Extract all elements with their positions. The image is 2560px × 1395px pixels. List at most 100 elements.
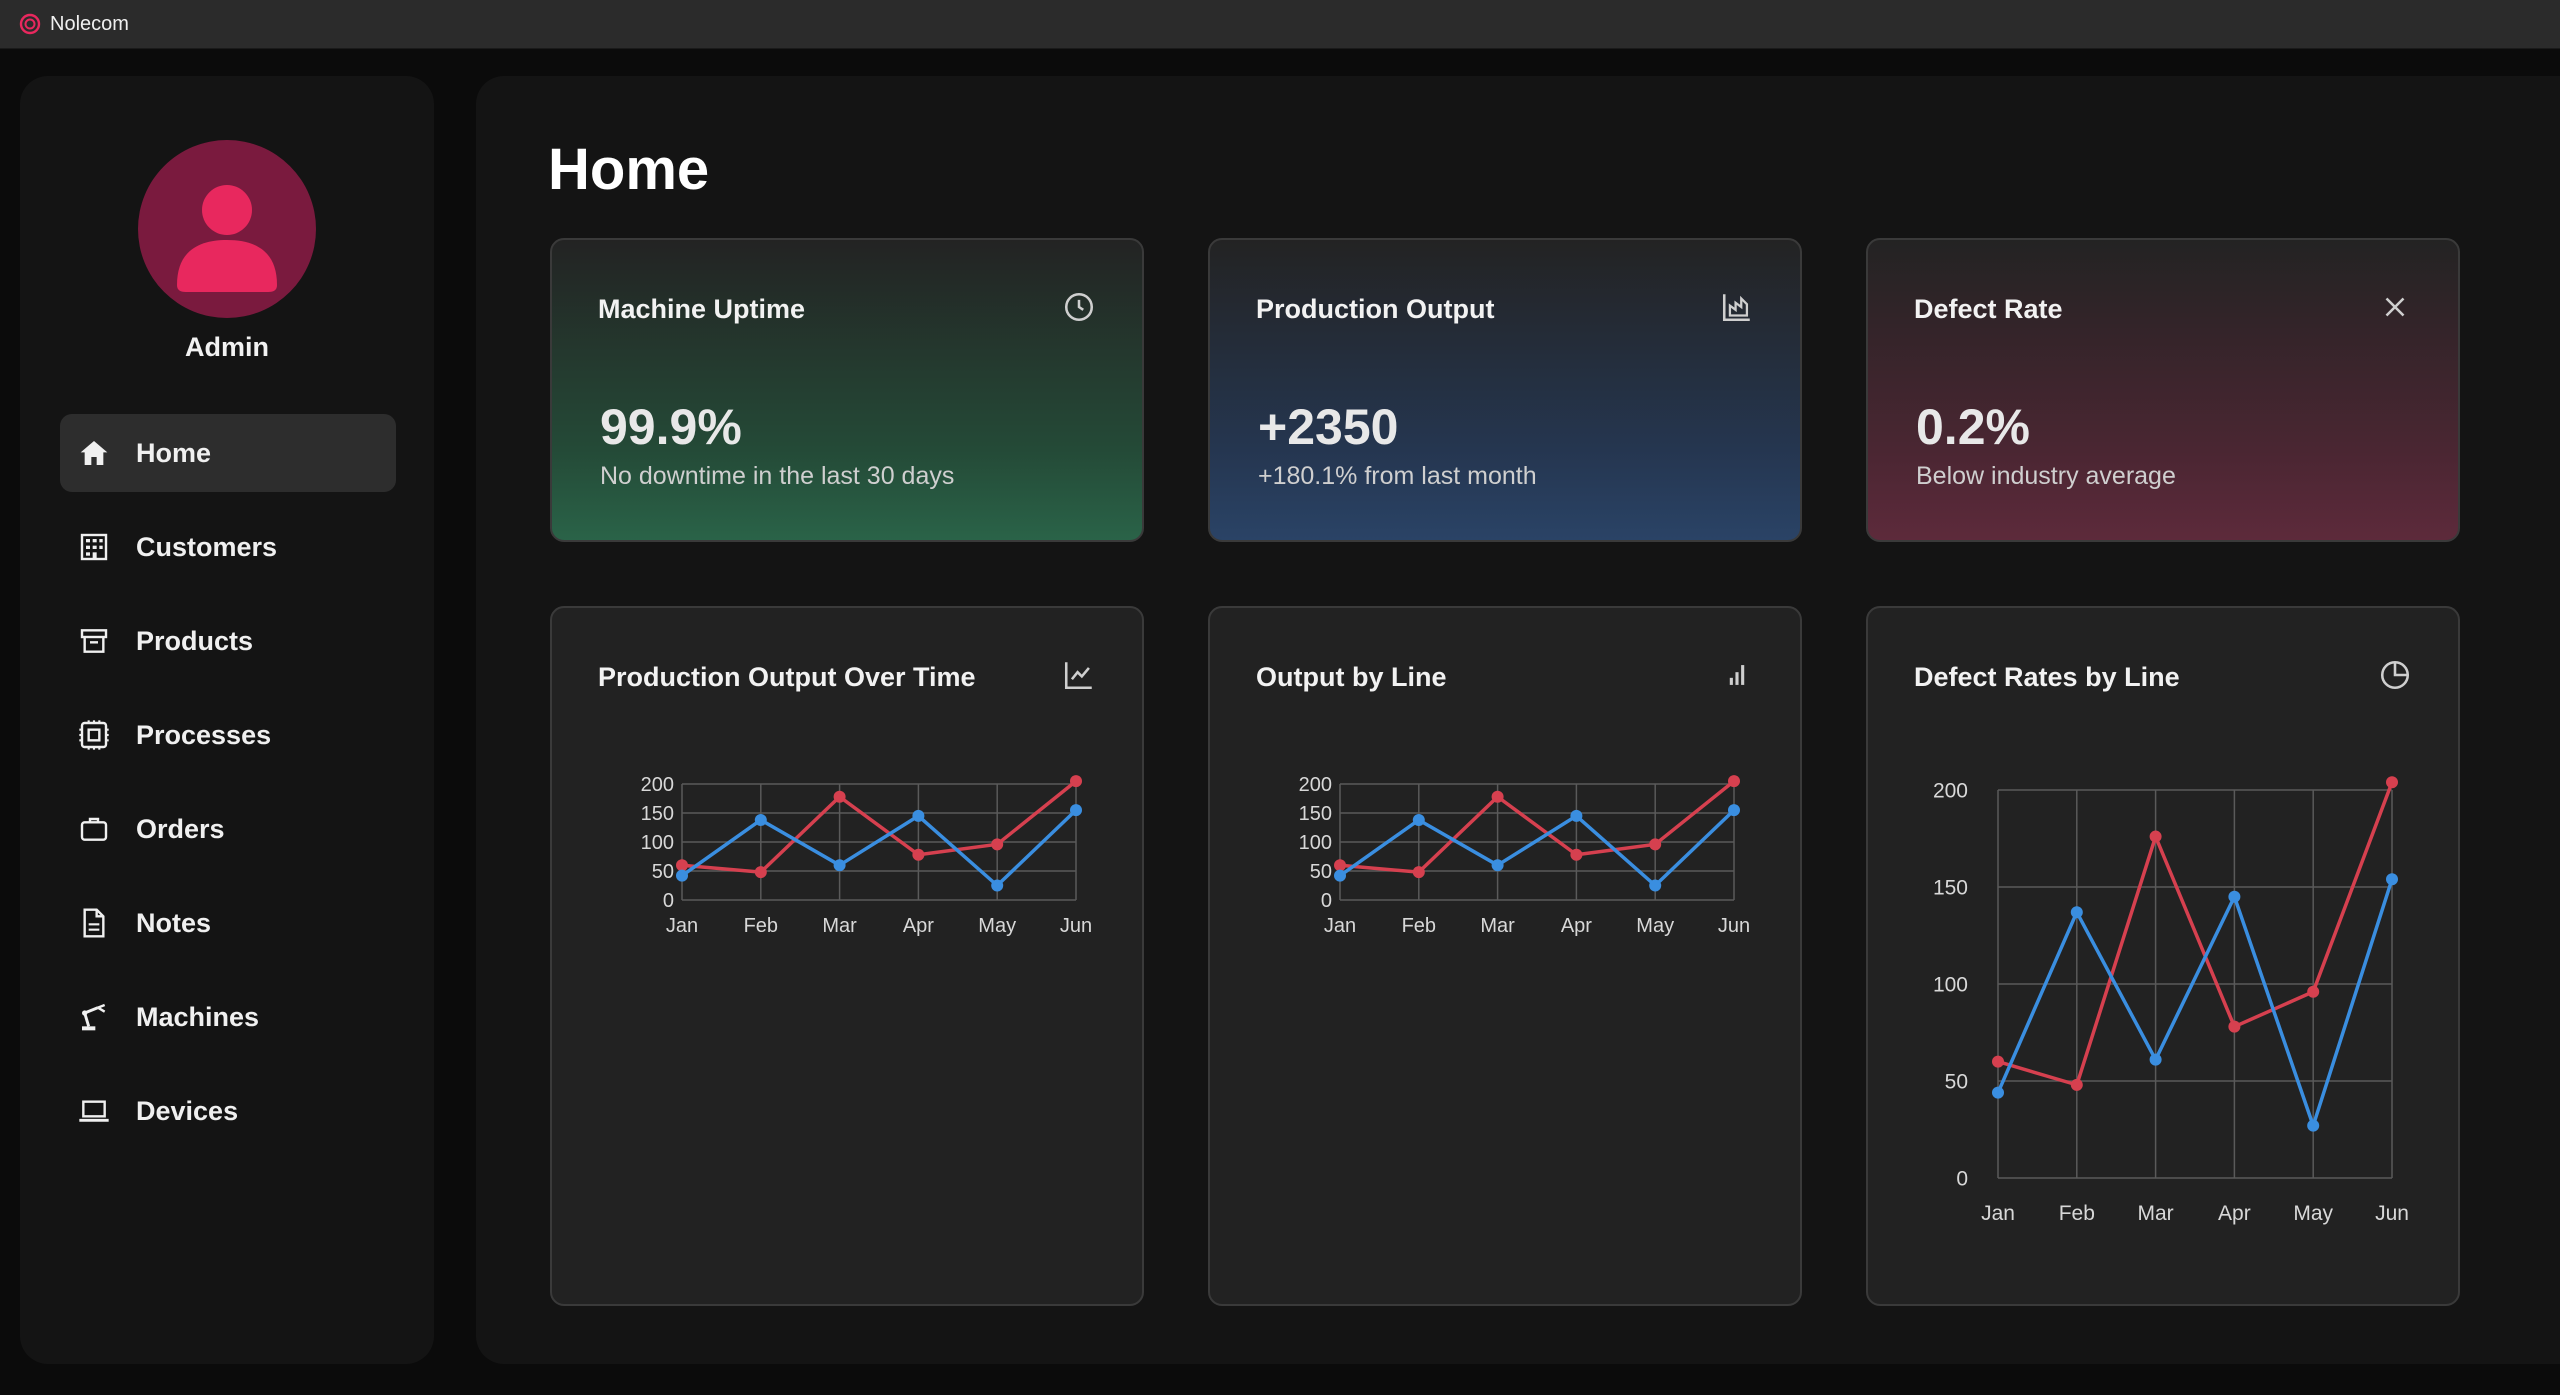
data-point	[1649, 838, 1662, 851]
card-title: Output by Line	[1256, 662, 1447, 692]
card-title: Machine Uptime	[598, 294, 806, 324]
series-line-0	[1997, 781, 2394, 1087]
sidebar-item-label: Processes	[136, 719, 272, 750]
clock-icon	[1064, 292, 1094, 322]
sidebar-item-label: Products	[136, 625, 254, 656]
stat-subtitle: No downtime in the last 30 days	[600, 462, 955, 490]
line-chart-icon	[1064, 662, 1092, 690]
building-icon	[80, 533, 108, 561]
sidebar-item-devices[interactable]: Devices	[60, 1072, 396, 1150]
data-point	[1992, 1086, 2004, 1099]
stat-card-production-output: Production Output +2350 +180.1% from las…	[1208, 238, 1802, 542]
user-icon	[177, 185, 277, 292]
user-name: Admin	[185, 332, 269, 362]
data-point	[833, 859, 846, 872]
y-tick-label: 150	[1933, 876, 1968, 899]
data-point	[1491, 859, 1504, 872]
stat-card-machine-uptime: Machine Uptime 99.9% No downtime in the …	[550, 238, 1144, 542]
app-logo-icon	[19, 13, 41, 35]
series-line-1	[680, 808, 1078, 888]
data-point	[1570, 848, 1583, 861]
y-tick-label: 200	[1933, 779, 1968, 802]
data-point	[2386, 776, 2398, 789]
sidebar-item-label: Devices	[136, 1095, 239, 1126]
y-tick-label: 200	[641, 774, 674, 796]
x-tick-label: Apr	[903, 915, 934, 937]
stat-card-defect-rate: Defect Rate 0.2% Below industry average	[1866, 238, 2460, 542]
y-tick-label: 50	[1945, 1070, 1968, 1093]
robot-arm-icon	[82, 1003, 106, 1031]
chart-card-output-by-line: Output by Line 0 50 100 150 200 Jan Feb Mar Apr M…	[1208, 606, 1802, 1306]
data-point	[1070, 804, 1082, 817]
bar-chart-icon	[1729, 665, 1745, 685]
y-tick-label: 100	[1933, 973, 1968, 996]
data-point	[2228, 1020, 2241, 1033]
x-tick-label: Mar	[1480, 915, 1515, 937]
series-line-0	[681, 779, 1078, 874]
factory-chart-icon	[1722, 294, 1750, 322]
stat-value: +2350	[1258, 399, 1399, 455]
data-point	[2149, 1053, 2162, 1066]
sidebar-item-customers[interactable]: Customers	[60, 508, 396, 586]
title-bar: Nolecom	[0, 0, 2560, 49]
home-icon	[80, 441, 108, 465]
y-tick-label: 50	[1310, 861, 1332, 883]
page-title: Home	[548, 137, 710, 202]
data-point	[754, 866, 767, 879]
x-icon	[2385, 297, 2405, 317]
data-point	[2386, 873, 2398, 886]
sidebar-item-products[interactable]: Products	[60, 602, 396, 680]
main-content: Home Machine Uptime 99.9% No downtime in…	[476, 76, 2560, 1364]
card-title: Production Output Over Time	[598, 662, 976, 692]
line-chart: 0 50 100 150 200 Jan Feb Mar Apr May Jun	[1299, 774, 1751, 937]
sidebar-item-machines[interactable]: Machines	[60, 978, 396, 1056]
data-point	[1412, 813, 1425, 826]
data-point	[912, 809, 925, 822]
x-tick-label: Apr	[1561, 915, 1592, 937]
briefcase-icon	[80, 817, 108, 841]
x-tick-label: Jan	[1981, 1202, 2015, 1225]
y-tick-label: 150	[1299, 803, 1332, 825]
data-point	[1992, 1055, 2004, 1068]
avatar[interactable]	[138, 140, 316, 318]
data-point	[2149, 830, 2162, 843]
data-point	[2070, 906, 2083, 919]
data-point	[1649, 879, 1662, 892]
pie-chart-icon	[2380, 660, 2410, 690]
x-tick-label: Jun	[1718, 915, 1750, 937]
stat-subtitle: +180.1% from last month	[1258, 462, 1537, 490]
data-point	[991, 879, 1004, 892]
y-tick-label: 150	[641, 803, 674, 825]
x-tick-label: May	[2293, 1202, 2333, 1225]
sidebar: Admin Home Customers Products Processes …	[20, 76, 434, 1364]
data-point	[912, 848, 925, 861]
sidebar-item-label: Orders	[136, 813, 225, 844]
card-title: Defect Rates by Line	[1914, 662, 2180, 692]
laptop-icon	[79, 1100, 109, 1122]
data-point	[833, 790, 846, 803]
stat-value: 0.2%	[1916, 399, 2030, 455]
sidebar-item-processes[interactable]: Processes	[60, 696, 396, 774]
x-tick-label: Jan	[1324, 915, 1356, 937]
data-point	[1334, 859, 1346, 872]
series-line-1	[1996, 878, 2394, 1128]
x-tick-label: Feb	[1402, 915, 1436, 937]
y-tick-label: 100	[1299, 832, 1332, 854]
data-point	[2307, 985, 2320, 998]
y-tick-label: 200	[1299, 774, 1332, 796]
sidebar-item-label: Notes	[136, 907, 212, 938]
app-title: Nolecom	[50, 12, 129, 35]
stat-value: 99.9%	[600, 399, 742, 455]
sidebar-item-label: Customers	[136, 531, 278, 562]
x-tick-label: May	[978, 915, 1016, 937]
sidebar-item-home[interactable]: Home	[60, 414, 396, 492]
chart-card-defect-rates-by-line: Defect Rates by Line 0 50 100 150 200 Jan Feb M…	[1866, 606, 2460, 1306]
y-tick-label: 0	[1321, 890, 1332, 912]
sidebar-item-notes[interactable]: Notes	[60, 884, 396, 962]
archive-box-icon	[80, 629, 108, 653]
sidebar-item-orders[interactable]: Orders	[60, 790, 396, 868]
card-title: Defect Rate	[1914, 294, 2063, 324]
stat-subtitle: Below industry average	[1916, 462, 2176, 490]
line-chart: 0 50 100 150 200 Jan Feb Mar Apr May Jun	[641, 774, 1093, 937]
x-tick-label: Mar	[2138, 1202, 2174, 1225]
